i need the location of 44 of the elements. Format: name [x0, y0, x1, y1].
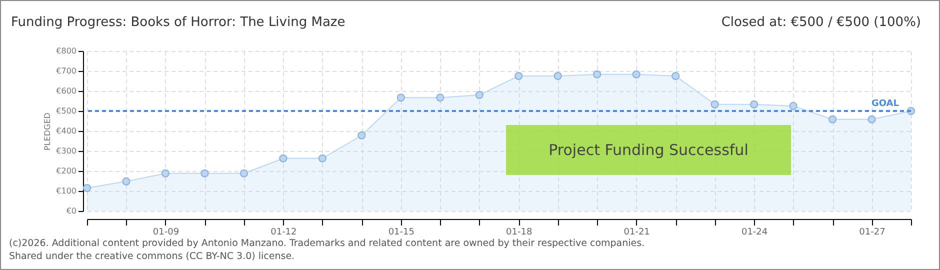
point [828, 115, 837, 124]
y-tick-label: €0 [66, 206, 76, 216]
ref-line-label: GOAL [872, 99, 900, 109]
point [161, 169, 170, 178]
point [514, 72, 523, 80]
point [672, 72, 680, 80]
y-tick-label: €500 [56, 106, 76, 116]
point [122, 177, 130, 186]
point [710, 100, 719, 108]
point [789, 102, 798, 110]
x-tick-label: 01-21 [624, 228, 650, 238]
y-axis-title: PLEDGED [43, 112, 52, 150]
y-tick-label: €700 [56, 66, 76, 76]
y-tick-label: €400 [56, 126, 76, 136]
point [554, 72, 562, 80]
point [279, 154, 288, 162]
chart-title: Funding Progress: Books of Horror: The Living Maze [11, 15, 346, 30]
chart-subtitle: Closed at: €500 / €500 (100%) [721, 15, 921, 30]
point [396, 94, 405, 102]
y-tick-label: €800 [56, 46, 76, 56]
banner-box: Project Funding Successful [506, 125, 791, 175]
point [593, 70, 602, 78]
point [358, 131, 366, 140]
text: (c)2026. Additional content provided by Antonio Manzano. Trademarks and related content are owned by their respective companies. [9, 237, 645, 250]
point [82, 184, 92, 192]
point [632, 70, 640, 78]
text: Shared under the creative commons (CC BY-NC 3.0) license. [9, 250, 296, 263]
point [436, 94, 444, 102]
y-tick-label: €300 [56, 146, 76, 156]
x-tick-label: 01-24 [741, 228, 768, 238]
point [240, 169, 248, 178]
x-tick-label: 01-15 [388, 228, 414, 238]
x-tick-label: 01-12 [270, 228, 297, 238]
x-tick-label: 01-09 [152, 228, 180, 238]
point [318, 154, 326, 162]
x-tick-label: 01-27 [859, 228, 886, 238]
x-tick-label: 01-18 [506, 228, 532, 238]
point [868, 115, 876, 124]
point [475, 90, 484, 100]
y-tick-label: €200 [56, 166, 76, 176]
y-tick-label: €600 [56, 86, 76, 96]
point [200, 169, 209, 178]
point [750, 100, 758, 108]
y-tick-label: €100 [56, 186, 76, 196]
